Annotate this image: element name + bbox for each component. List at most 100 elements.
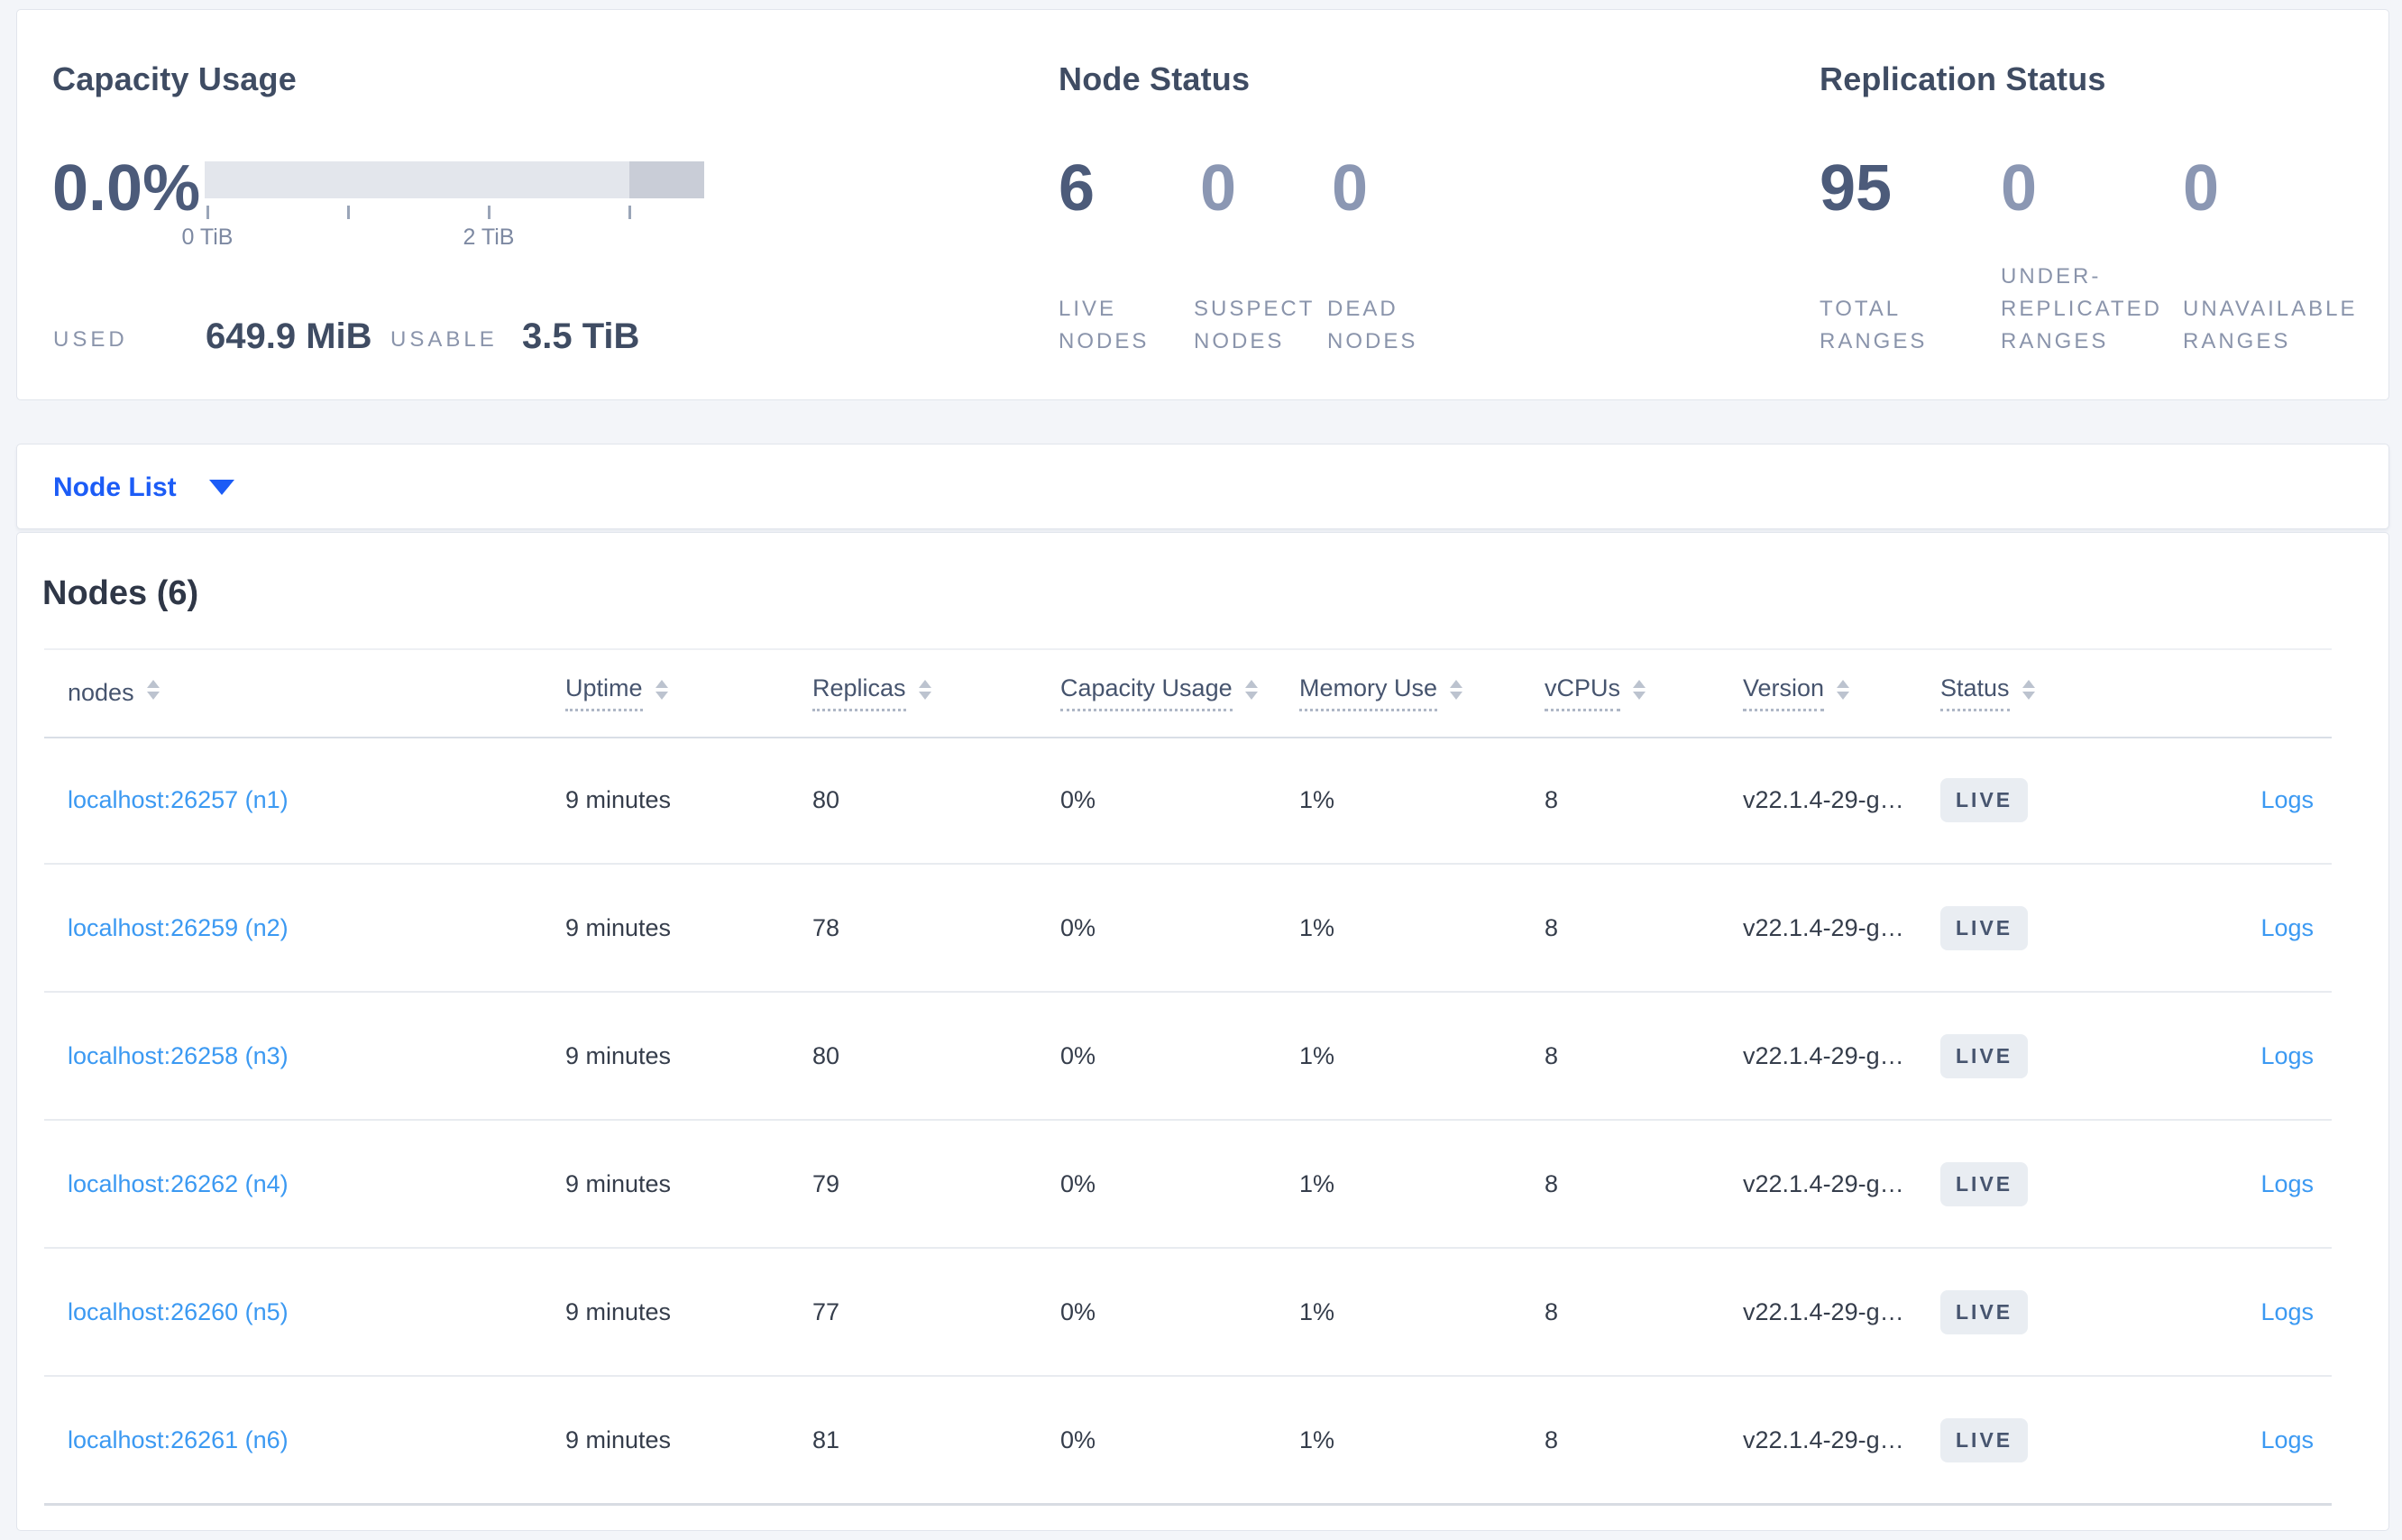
- vcpus-cell: 8: [1545, 1425, 1559, 1453]
- memory-use-cell: 1%: [1299, 913, 1335, 941]
- total-ranges-count: 95: [1820, 152, 1893, 225]
- status-badge: LIVE: [1940, 1417, 2029, 1462]
- column-header-label: nodes: [68, 678, 134, 706]
- logs-link[interactable]: Logs: [2260, 1297, 2314, 1325]
- vcpus-cell: 8: [1545, 1169, 1559, 1197]
- sort-icon: [2022, 680, 2035, 700]
- dead-nodes-label: DEAD NODES: [1327, 297, 1418, 353]
- total-ranges-label: TOTAL RANGES: [1820, 297, 1928, 353]
- capacity-axis-tick: [488, 206, 490, 219]
- table-row: localhost:26260 (n5) 9 minutes 77 0% 1% …: [44, 1249, 2332, 1377]
- logs-link[interactable]: Logs: [2260, 785, 2314, 813]
- replicas-cell: 78: [812, 913, 840, 941]
- node-address-link[interactable]: localhost:26261 (n6): [68, 1425, 289, 1453]
- sort-icon: [1837, 680, 1850, 700]
- version-cell: v22.1.4-29-g…: [1743, 1169, 1904, 1197]
- column-header-label: Status: [1940, 674, 2010, 711]
- sort-icon: [655, 680, 668, 700]
- node-address-link[interactable]: localhost:26257 (n1): [68, 785, 289, 813]
- column-header-label: vCPUs: [1545, 674, 1621, 711]
- memory-use-cell: 1%: [1299, 1425, 1335, 1453]
- node-address-link[interactable]: localhost:26259 (n2): [68, 913, 289, 941]
- memory-use-cell: 1%: [1299, 1041, 1335, 1069]
- status-badge: LIVE: [1940, 1033, 2029, 1078]
- status-badge: LIVE: [1940, 777, 2029, 822]
- uptime-cell: 9 minutes: [565, 1041, 672, 1069]
- node-list-dropdown[interactable]: Node List: [53, 445, 234, 530]
- status-badge: LIVE: [1940, 1161, 2029, 1206]
- column-header-label: Uptime: [565, 674, 643, 711]
- node-list-dropdown-label: Node List: [53, 472, 177, 502]
- column-header-version[interactable]: Version: [1743, 648, 1850, 737]
- replication-status-title: Replication Status: [1820, 60, 2106, 97]
- capacity-used-label: USED: [53, 327, 128, 352]
- suspect-nodes-count: 0: [1200, 152, 1237, 225]
- cluster-summary-card: Capacity Usage 0.0% 0 TiB 2 TiB USED 649…: [16, 9, 2389, 400]
- column-header-label: Version: [1743, 674, 1825, 711]
- under-replicated-ranges-count: 0: [2001, 152, 2038, 225]
- uptime-cell: 9 minutes: [565, 1297, 672, 1325]
- live-nodes-count: 6: [1059, 152, 1096, 225]
- under-replicated-ranges-label: UNDER- REPLICATED RANGES: [2001, 264, 2162, 353]
- column-header-memory-use[interactable]: Memory Use: [1299, 648, 1463, 737]
- uptime-cell: 9 minutes: [565, 785, 672, 813]
- version-cell: v22.1.4-29-g…: [1743, 913, 1904, 941]
- sort-icon: [1244, 680, 1258, 700]
- capacity-usage-cell: 0%: [1060, 1425, 1096, 1453]
- unavailable-ranges-count: 0: [2183, 152, 2220, 225]
- logs-link[interactable]: Logs: [2260, 1169, 2314, 1197]
- node-address-link[interactable]: localhost:26262 (n4): [68, 1169, 289, 1197]
- sort-icon: [1450, 680, 1463, 700]
- column-header-label: Replicas: [812, 674, 906, 711]
- table-header-row: nodes Uptime Replicas Capacity Usage Mem…: [44, 648, 2332, 738]
- capacity-usage-title: Capacity Usage: [52, 60, 297, 97]
- capacity-usage-cell: 0%: [1060, 913, 1096, 941]
- logs-link[interactable]: Logs: [2260, 1041, 2314, 1069]
- capacity-axis-label: 0 TiB: [181, 225, 234, 250]
- column-header-capacity-usage[interactable]: Capacity Usage: [1060, 648, 1258, 737]
- node-address-link[interactable]: localhost:26260 (n5): [68, 1297, 289, 1325]
- table-row: localhost:26261 (n6) 9 minutes 81 0% 1% …: [44, 1377, 2332, 1506]
- sort-icon: [146, 680, 160, 700]
- replicas-cell: 80: [812, 785, 840, 813]
- column-header-status[interactable]: Status: [1940, 648, 2035, 737]
- column-header-vcpus[interactable]: vCPUs: [1545, 648, 1646, 737]
- chevron-down-icon: [208, 480, 234, 495]
- column-header-replicas[interactable]: Replicas: [812, 648, 931, 737]
- uptime-cell: 9 minutes: [565, 913, 672, 941]
- node-address-link[interactable]: localhost:26258 (n3): [68, 1041, 289, 1069]
- version-cell: v22.1.4-29-g…: [1743, 785, 1904, 813]
- vcpus-cell: 8: [1545, 785, 1559, 813]
- vcpus-cell: 8: [1545, 1297, 1559, 1325]
- version-cell: v22.1.4-29-g…: [1743, 1041, 1904, 1069]
- version-cell: v22.1.4-29-g…: [1743, 1425, 1904, 1453]
- vcpus-cell: 8: [1545, 913, 1559, 941]
- sort-icon: [918, 680, 931, 700]
- memory-use-cell: 1%: [1299, 1169, 1335, 1197]
- column-header-uptime[interactable]: Uptime: [565, 648, 668, 737]
- logs-link[interactable]: Logs: [2260, 913, 2314, 941]
- logs-link[interactable]: Logs: [2260, 1425, 2314, 1453]
- replicas-cell: 80: [812, 1041, 840, 1069]
- node-status-title: Node Status: [1059, 60, 1251, 97]
- capacity-usable-label: USABLE: [390, 327, 498, 352]
- capacity-axis-label: 2 TiB: [463, 225, 515, 250]
- live-nodes-label: LIVE NODES: [1059, 297, 1150, 353]
- column-header-label: Memory Use: [1299, 674, 1438, 711]
- nodes-table-card: Nodes (6) nodes Uptime Replicas Capacity…: [16, 532, 2389, 1531]
- table-row: localhost:26258 (n3) 9 minutes 80 0% 1% …: [44, 993, 2332, 1121]
- memory-use-cell: 1%: [1299, 1297, 1335, 1325]
- sort-icon: [1633, 680, 1646, 700]
- column-header-nodes[interactable]: nodes: [68, 648, 160, 737]
- capacity-usage-bar: [205, 161, 704, 198]
- replicas-cell: 79: [812, 1169, 840, 1197]
- nodes-section-title: Nodes (6): [42, 574, 199, 612]
- capacity-usage-cell: 0%: [1060, 785, 1096, 813]
- version-cell: v22.1.4-29-g…: [1743, 1297, 1904, 1325]
- uptime-cell: 9 minutes: [565, 1169, 672, 1197]
- replicas-cell: 81: [812, 1425, 840, 1453]
- table-row: localhost:26259 (n2) 9 minutes 78 0% 1% …: [44, 865, 2332, 993]
- capacity-usage-cell: 0%: [1060, 1297, 1096, 1325]
- table-body: localhost:26257 (n1) 9 minutes 80 0% 1% …: [44, 737, 2332, 1506]
